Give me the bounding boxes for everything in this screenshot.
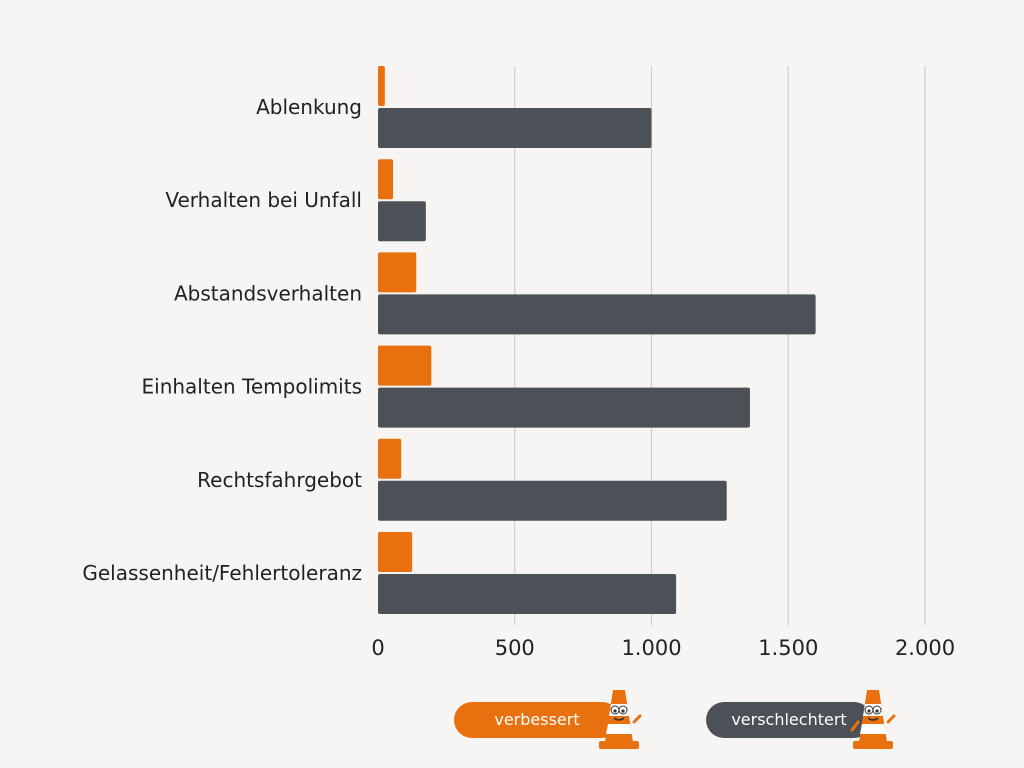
bar-verschlechtert-1 [378, 201, 426, 242]
legend-label-verbessert: verbessert [494, 710, 580, 729]
bar-verbessert-1 [378, 159, 394, 200]
traffic-cone-mascot-icon [850, 690, 896, 749]
traffic-cone-mascot-icon [596, 690, 642, 749]
category-label: Rechtsfahrgebot [197, 468, 362, 492]
category-label: Abstandsverhalten [174, 281, 362, 305]
bar-verbessert-2 [378, 252, 417, 293]
x-tick-label: 1.500 [758, 636, 818, 660]
bar-verbessert-5 [378, 532, 413, 572]
category-labels: Ablenkung Verhalten bei Unfall Abstandsver… [82, 95, 362, 585]
category-label: Gelassenheit/Fehlertoleranz [82, 561, 362, 585]
x-tick-label: 0 [371, 636, 384, 660]
bar-verschlechtert-5 [378, 574, 677, 614]
bar-verschlechtert-0 [378, 108, 652, 148]
bar-verbessert-4 [378, 438, 402, 479]
bar-verschlechtert-4 [378, 480, 727, 521]
x-tick-labels: 0 500 1.000 1.500 2.000 [371, 636, 955, 660]
bar-verbessert-0 [378, 66, 385, 106]
bar-verschlechtert-2 [378, 294, 816, 335]
category-label: Ablenkung [256, 95, 362, 119]
category-label: Verhalten bei Unfall [165, 188, 362, 212]
legend-pill-verschlechtert: verschlechtert [706, 702, 872, 738]
x-tick-label: 500 [495, 636, 535, 660]
bars [378, 66, 816, 614]
bar-verschlechtert-3 [378, 387, 750, 428]
category-label: Einhalten Tempolimits [142, 375, 363, 399]
legend-pill-verbessert: verbessert [454, 702, 620, 738]
grid-lines [514, 66, 926, 626]
x-tick-label: 1.000 [621, 636, 681, 660]
bar-verbessert-3 [378, 345, 432, 386]
legend-label-verschlechtert: verschlechtert [731, 710, 847, 729]
x-tick-label: 2.000 [895, 636, 955, 660]
